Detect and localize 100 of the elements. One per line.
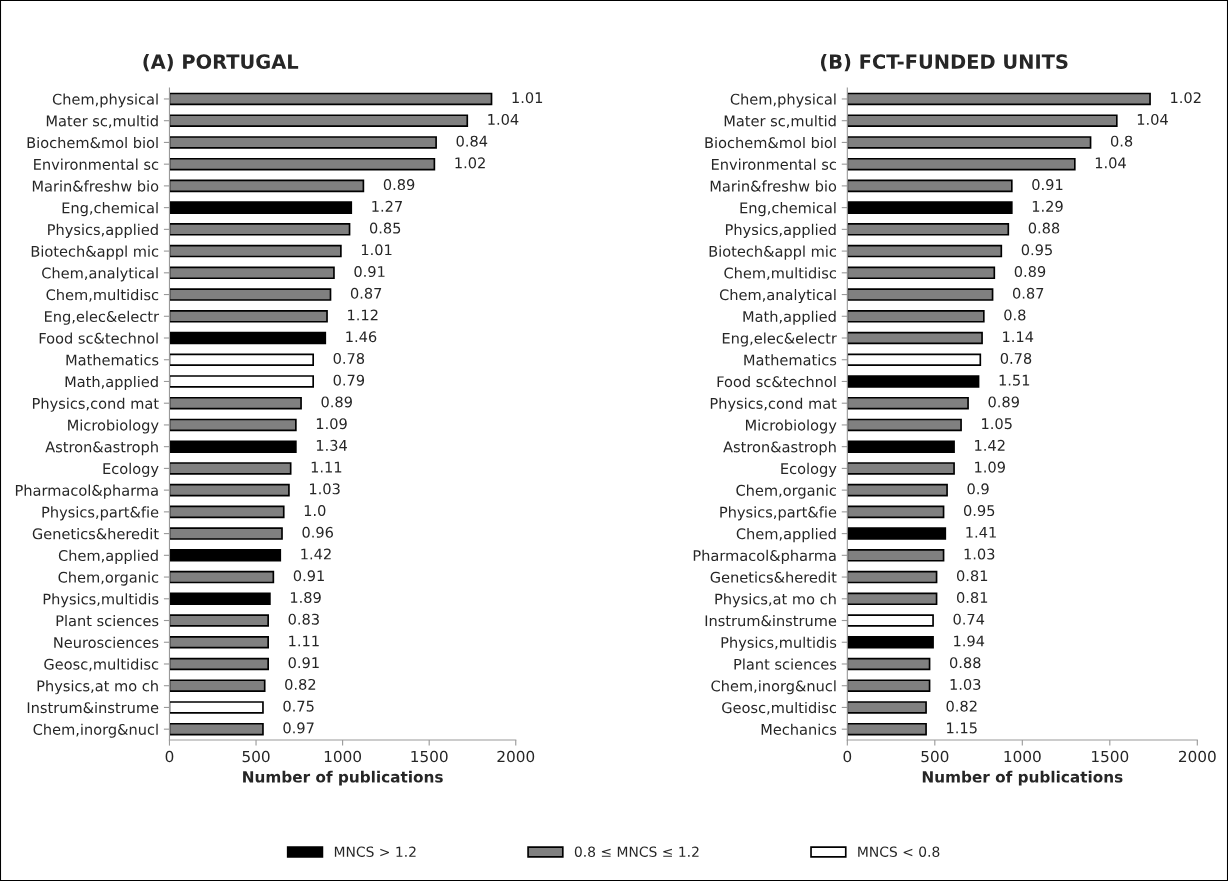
y-tick-label: Physics,multidis: [721, 636, 837, 651]
text: 0.89: [1014, 266, 1046, 278]
bar: [169, 157, 436, 171]
bar: [847, 136, 1092, 149]
bar: [847, 223, 1010, 236]
y-tick-label: Microbiology: [68, 419, 159, 434]
text: 0.87: [350, 287, 382, 299]
y-tick-label: Math,applied: [743, 310, 836, 325]
y-tick-label: Math,applied: [65, 375, 158, 391]
x-axis-title: Number of publications: [243, 770, 443, 786]
x-tick-label: 1500: [1092, 750, 1129, 763]
y-tick-label: Biotech&appl mic: [31, 245, 159, 260]
bar: [847, 614, 934, 627]
y-tick-label: Chem,applied: [58, 549, 158, 564]
y-tick-label: Environmental sc: [34, 158, 159, 170]
text: 1.12: [348, 309, 378, 321]
y-tick-label: Chem,multidisc: [46, 289, 159, 302]
bar: [169, 592, 271, 606]
text: 0.74: [953, 613, 985, 625]
x-tick-label: 0: [165, 750, 174, 763]
text: 0.91: [288, 657, 319, 669]
bar: [847, 440, 955, 453]
text: 1.11: [311, 461, 342, 473]
x-tick-label: 1000: [324, 750, 362, 763]
y-tick-label: Chem,applied: [736, 528, 836, 543]
legend-label: 0.8 ≤ MNCS ≤ 1.2: [574, 846, 699, 857]
bar: [169, 570, 275, 584]
bar: [847, 201, 1013, 214]
y-tick-label: Genetics&heredit: [710, 571, 837, 583]
text: 1.15: [947, 722, 977, 734]
text: 0.85: [369, 222, 401, 234]
text: 1.04: [1095, 157, 1126, 169]
text: 0.88: [949, 657, 981, 669]
text: 0.78: [333, 352, 365, 364]
bar: [169, 701, 264, 714]
bar: [847, 570, 938, 584]
text: 1.14: [1003, 331, 1034, 343]
y-tick-label: Eng,elec&electr: [722, 332, 837, 347]
y-tick-label: Biochem&mol biol: [27, 136, 158, 149]
bar: [847, 701, 927, 714]
bar: [847, 549, 945, 562]
y-tick-label: Eng,elec&electr: [45, 310, 160, 325]
chart-title: (B) FCT-FUNDED UNITS: [820, 53, 1068, 72]
y-tick-label: Plant sciences: [56, 614, 159, 627]
bar: [169, 483, 290, 497]
y-tick-label: Microbiology: [745, 419, 837, 434]
bar: [169, 179, 365, 193]
y-tick-label: Geosc,multidisc: [44, 658, 159, 672]
text: 1.0: [304, 505, 326, 517]
text: 1.42: [301, 548, 331, 560]
bar: [847, 418, 962, 432]
text: 1.01: [512, 92, 543, 104]
y-tick-label: Food sc&technol: [39, 332, 158, 344]
text: 0.91: [1032, 179, 1063, 191]
x-tick-label: 500: [242, 750, 270, 763]
text: 1.46: [346, 331, 377, 343]
bar: [169, 92, 493, 106]
text: 0.88: [1028, 222, 1060, 234]
bar: [169, 396, 302, 410]
bar: [847, 462, 955, 475]
y-tick-label: Mechanics: [761, 723, 837, 735]
y-tick-label: Instrum&instrume: [27, 701, 159, 714]
bar: [847, 331, 983, 345]
text: 1.41: [966, 526, 996, 538]
bar: [169, 527, 283, 540]
bar: [169, 331, 327, 345]
text: 0.82: [946, 700, 977, 712]
bar: [169, 462, 292, 475]
bar: [169, 244, 342, 258]
text: 0.79: [333, 374, 365, 386]
bar: [169, 440, 297, 453]
text: 1.34: [316, 439, 347, 451]
text: 1.51: [999, 374, 1030, 386]
bar: [847, 353, 982, 367]
text: 1.29: [1032, 200, 1063, 212]
bar: [169, 375, 315, 388]
y-tick-label: Ecology: [103, 462, 159, 477]
text: 1.01: [361, 244, 392, 256]
bar: [169, 679, 266, 692]
text: 0.82: [285, 678, 316, 690]
y-tick-label: Physics,at mo ch: [715, 593, 836, 608]
x-tick-label: 2000: [1178, 750, 1216, 763]
y-tick-label: Physics,part&fie: [720, 506, 837, 521]
text: 1.11: [289, 635, 319, 647]
y-tick-label: Chem,analytical: [719, 289, 836, 304]
text: 1.09: [975, 461, 1005, 473]
text: 0.97: [283, 722, 314, 734]
bar: [847, 92, 1151, 106]
bar: [847, 244, 1003, 258]
bar: [847, 288, 994, 301]
bar: [847, 527, 947, 540]
x-tick-label: 0: [843, 750, 852, 763]
y-tick-label: Physics,applied: [48, 223, 158, 238]
bar: [847, 310, 985, 323]
bar: [169, 223, 351, 236]
text: 0.87: [1012, 287, 1044, 299]
text: 0.91: [354, 266, 385, 278]
y-tick-label: Eng,chemical: [740, 202, 836, 217]
text: 0.91: [293, 570, 324, 582]
bar: [169, 353, 315, 367]
